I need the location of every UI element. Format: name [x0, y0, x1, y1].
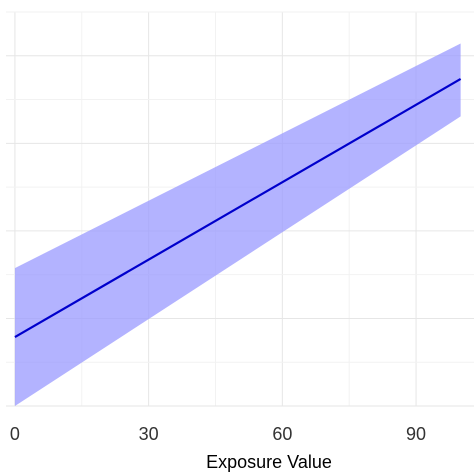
x-tick-label: 90 [406, 424, 426, 444]
x-tick-label: 60 [272, 424, 292, 444]
x-tick-label: 30 [139, 424, 159, 444]
fit-line [14, 78, 462, 339]
confidence-band [14, 43, 461, 407]
confidence-band-layer [14, 43, 461, 407]
x-axis-title: Exposure Value [206, 452, 332, 472]
x-tick-label: 0 [10, 424, 20, 444]
x-tick-labels: 0 30 60 90 [10, 424, 426, 444]
fit-line-layer [14, 78, 462, 339]
